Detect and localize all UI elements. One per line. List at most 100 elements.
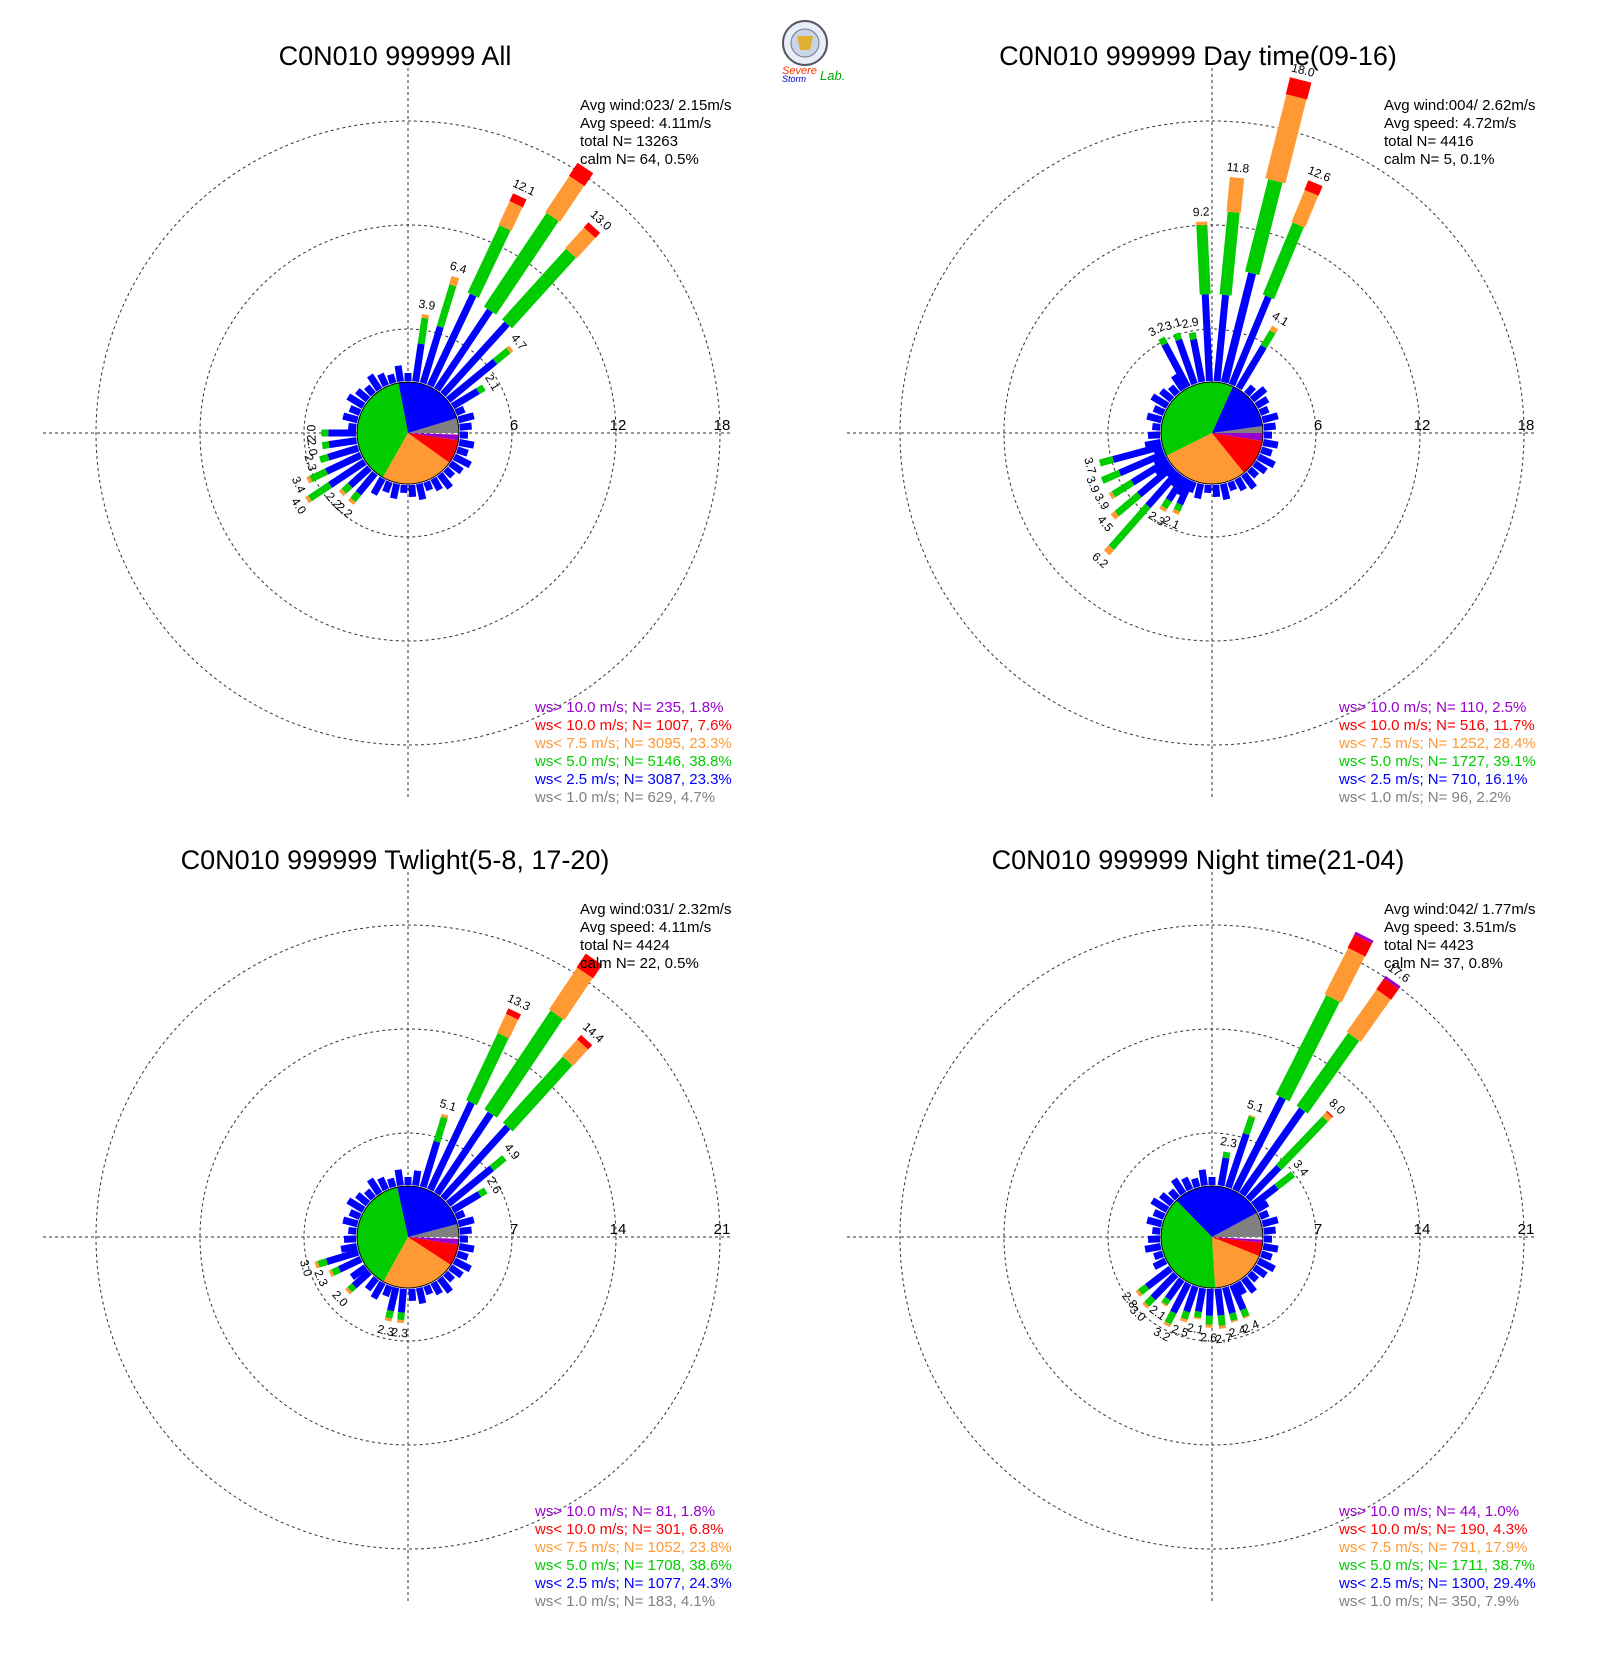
fringe-bar	[387, 1177, 397, 1189]
fringe-bar	[342, 1216, 359, 1228]
fringe-bar	[1261, 412, 1279, 424]
direction-bar: 8.0	[1245, 1096, 1348, 1202]
bar-segment	[1245, 1164, 1282, 1202]
legend-entry: ws< 1.0 m/s; N= 629, 4.7%	[534, 789, 715, 806]
pie-slice	[1160, 1200, 1216, 1288]
fringe-bar	[1153, 1250, 1164, 1261]
direction-bar: 2.0	[304, 424, 356, 441]
bar-segment	[440, 1113, 449, 1119]
bar-segment	[1275, 1116, 1328, 1171]
pie-slice	[1212, 386, 1263, 433]
bar-segment	[397, 1288, 407, 1313]
fringe-bar	[1256, 453, 1276, 469]
fringe-bar	[1150, 393, 1170, 409]
pie-slice	[408, 418, 459, 433]
direction-bar: 3.1	[1163, 315, 1198, 386]
fringe-bars	[1144, 1169, 1279, 1296]
fringe-bar	[423, 480, 434, 492]
bar-label: 2.5	[1170, 1322, 1191, 1341]
bar-segment	[350, 491, 362, 503]
fringe-bar	[1153, 446, 1164, 457]
bar-segment	[306, 475, 313, 484]
bar-label: 2.9	[1181, 314, 1200, 331]
direction-bar: 2.1	[1186, 1287, 1207, 1337]
ring-label: 14	[1414, 1221, 1431, 1238]
direction-bar: 3.9	[412, 297, 437, 383]
fringe-bar	[342, 412, 359, 424]
bar-label: 2.1	[1161, 513, 1182, 533]
bar-label: 3.9	[1083, 474, 1103, 495]
fringe-bar	[349, 1264, 368, 1280]
bar-segment	[1161, 342, 1191, 389]
fringe-bar	[415, 1286, 427, 1305]
bar-label: 2.1	[1186, 1320, 1205, 1337]
ring-label: 14	[610, 1221, 627, 1238]
bar-segment	[583, 222, 601, 239]
stat-avg-speed: Avg speed: 4.72m/s	[1384, 115, 1516, 132]
bar-segment	[433, 1116, 448, 1143]
bar-segment	[1304, 180, 1323, 196]
bar-segment	[1183, 1285, 1199, 1313]
bar-segment	[1108, 503, 1151, 550]
direction-bar: 5.1	[1225, 1097, 1266, 1189]
pie-slice	[398, 382, 457, 433]
fringe-bar	[448, 1264, 464, 1279]
logo-text-storm: Storm	[782, 74, 807, 84]
legend-entry: ws< 2.5 m/s; N= 1077, 24.3%	[534, 1575, 732, 1592]
fringe-bar	[1191, 1177, 1201, 1189]
fringe-bar	[459, 1226, 472, 1235]
fringe-bar	[437, 472, 453, 490]
fringe-bar	[1151, 422, 1161, 431]
bar-segment	[445, 1165, 495, 1207]
direction-bar: 3.7	[1081, 443, 1163, 476]
fringe-bar	[457, 412, 475, 424]
bar-label: 2.6	[1200, 1330, 1217, 1345]
bar-segment	[426, 293, 477, 388]
bar-segment	[1220, 272, 1257, 384]
fringe-bar	[1252, 1264, 1268, 1279]
bar-segment	[483, 212, 559, 315]
fringe-bar	[382, 1284, 393, 1298]
bar-segment	[1232, 1096, 1286, 1193]
legend-entry: ws> 10.0 m/s; N= 81, 1.8%	[534, 1503, 715, 1520]
legend-entry: ws< 5.0 m/s; N= 5146, 38.8%	[534, 753, 732, 770]
bar-label: 3.4	[289, 474, 309, 495]
direction-bar: 2.6	[1200, 1288, 1218, 1345]
stat-total: total N= 4416	[1384, 133, 1474, 150]
bar-segment	[321, 441, 330, 450]
fringe-bar	[454, 405, 466, 416]
pie-slice	[1212, 425, 1263, 433]
bar-segment	[1269, 325, 1279, 334]
bar-segment	[1112, 443, 1163, 463]
bar-segment	[1193, 1310, 1202, 1319]
panel-title: C0N010 999999 Day time(09-16)	[999, 41, 1397, 71]
pie-slice	[1166, 433, 1245, 484]
bar-segment	[492, 347, 511, 365]
bar-label: 2.0	[304, 438, 320, 457]
fringe-bar	[1144, 439, 1162, 449]
bar-label: 3.2	[1151, 1324, 1173, 1344]
bar-segment	[1103, 545, 1115, 556]
pie-slice	[1212, 1237, 1263, 1257]
bar-segment	[1144, 1295, 1156, 1307]
bar-segment	[1213, 294, 1230, 382]
bar-segment	[1240, 1307, 1250, 1318]
bar-segment	[1195, 1287, 1207, 1313]
direction-bar: 3.0	[297, 1248, 360, 1278]
bar-segment	[502, 1056, 573, 1132]
fringe-bar	[1234, 1280, 1247, 1296]
bar-segment	[1196, 224, 1211, 295]
fringe-bar	[423, 1284, 434, 1296]
grid-ring	[899, 924, 1525, 1550]
fringe-bar	[1152, 405, 1166, 416]
bar-segment	[1145, 469, 1181, 509]
bar-segment	[1376, 978, 1399, 1000]
direction-bar: 14.4	[440, 1020, 607, 1201]
fringe-bar	[1262, 439, 1279, 449]
fringe-bars	[340, 1169, 475, 1305]
bar-label: 9.2	[1193, 204, 1211, 219]
stat-avg-speed: Avg speed: 3.51m/s	[1384, 919, 1516, 936]
bar-segment	[307, 482, 333, 502]
bar-segment	[436, 284, 457, 328]
legend-entry: ws> 10.0 m/s; N= 110, 2.5%	[1338, 699, 1526, 716]
